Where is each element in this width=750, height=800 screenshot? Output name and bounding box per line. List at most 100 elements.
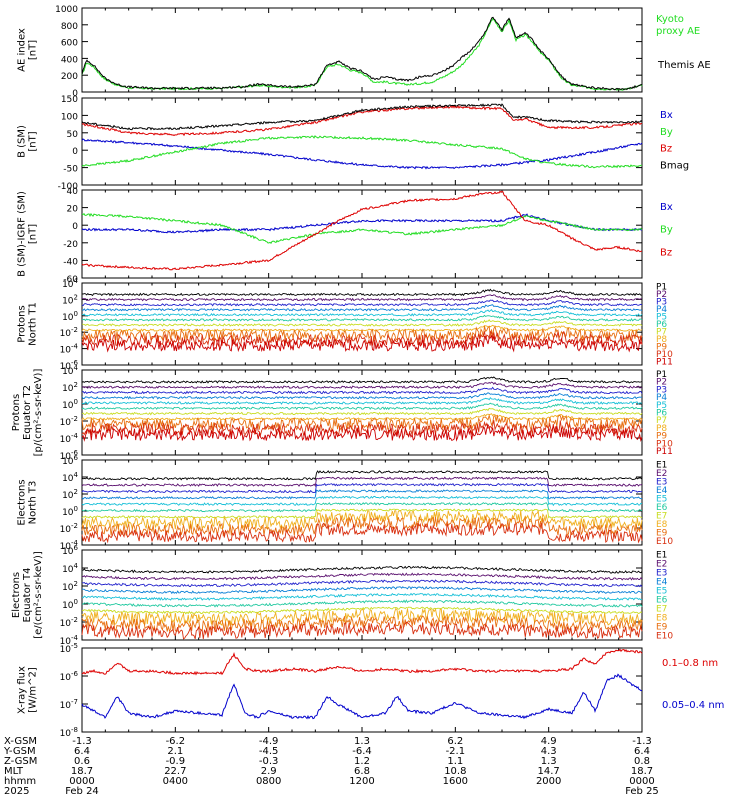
e_eq-legend-e7: E7	[656, 605, 667, 615]
e_north-legend-e2: E2	[656, 469, 667, 479]
p_north-legend-p4: P4	[656, 305, 667, 315]
xray-ytick-label: 10-7	[60, 698, 78, 711]
e_eq-channel-e6	[81, 599, 643, 608]
e_north-channel-e4	[81, 489, 643, 500]
xaxis-row-label: X-GSM	[4, 736, 37, 747]
b_sm-legend-2: Bz	[660, 144, 672, 155]
p_north-legend-p9: P9	[656, 342, 667, 352]
e_north-ytick-label: 100	[62, 505, 78, 518]
b_sm-series-bmag	[81, 103, 643, 131]
e_eq-ytick-label: 10-4	[60, 634, 79, 647]
xaxis-value: 6.4	[634, 746, 650, 757]
p_eq-channel-p3	[81, 386, 643, 395]
e_eq-ytick-label: 10-2	[60, 616, 78, 629]
e_north-channel-e7	[81, 508, 643, 519]
e_north-legend-e5: E5	[656, 494, 667, 504]
e_eq-ytick-label: 100	[62, 598, 78, 611]
e_eq-ytick-label: 102	[62, 580, 78, 593]
xray-legend-1: 0.05–0.4 nm	[662, 700, 724, 711]
p_eq-legend-p2: P2	[656, 378, 667, 388]
p_eq-legend-p8: P8	[656, 424, 667, 434]
xaxis-value: 1.3	[541, 756, 557, 767]
e_north-legend-e3: E3	[656, 477, 667, 487]
e_eq-channel-e9	[81, 615, 643, 634]
p_north-ytick-label: 102	[62, 293, 78, 306]
xaxis-value: 4.3	[541, 746, 557, 757]
db-series-by	[81, 212, 643, 244]
xaxis-row-label: Z-GSM	[4, 756, 37, 767]
xaxis-value: 2.1	[167, 746, 183, 757]
e_eq-channel-e4	[81, 585, 643, 595]
xaxis-value: -4.5	[259, 746, 279, 757]
e_eq-legend-e6: E6	[656, 596, 668, 606]
xray-ylabel: X-ray flux	[17, 666, 28, 714]
e_eq-ylabel: Equator T4	[22, 568, 33, 623]
xray-ytick-label: 10-5	[60, 642, 78, 655]
p_north-channel-p10	[81, 330, 643, 348]
xaxis-value: 6.4	[74, 746, 90, 757]
e_north-channel-e5	[81, 495, 643, 507]
db-legend-1: By	[660, 225, 673, 236]
e_north-legend-e10: E10	[656, 537, 673, 547]
e_eq-legend-e4: E4	[656, 578, 668, 588]
xaxis-value: Feb 24	[65, 786, 99, 797]
p_eq-channel-p11	[81, 423, 643, 443]
e_north-ylabel: North T3	[28, 481, 39, 525]
e_north-ytick-label: 104	[62, 471, 78, 484]
xaxis-value: 1200	[349, 776, 374, 787]
db-ytick-label: 20	[67, 205, 79, 215]
e_north-legend-e4: E4	[656, 486, 668, 496]
xray-series-0-1-0-8-nm	[81, 648, 643, 676]
p_eq-channel-p7	[81, 407, 643, 416]
xray-series-0-05-0-4-nm	[81, 673, 643, 720]
p_eq-legend-p9: P9	[656, 432, 667, 442]
e_north-channel-e8	[81, 509, 643, 531]
p_north-ytick-label: 104	[62, 277, 78, 290]
xaxis-value: 0.8	[634, 756, 650, 767]
e_north-ytick-label: 10-2	[60, 522, 78, 535]
e_eq-channel-e5	[81, 592, 643, 602]
xaxis-value: 1600	[443, 776, 468, 787]
p_eq-ytick-label: 100	[62, 398, 78, 411]
p_north-legend-p3: P3	[656, 298, 667, 308]
p_eq-ytick-label: 102	[62, 381, 78, 394]
p_eq-channel-p2	[81, 381, 643, 389]
e_eq-ytick-label: 106	[62, 544, 78, 557]
xaxis-value: 0800	[256, 776, 281, 787]
e_eq-legend-e8: E8	[656, 614, 668, 624]
p_north-ytick-label: 10-2	[60, 326, 78, 339]
e_eq-legend-e2: E2	[656, 560, 667, 570]
xaxis-value: 22.7	[164, 766, 186, 777]
e_north-channel-e2	[81, 476, 643, 488]
p_north-legend-p5: P5	[656, 313, 667, 323]
p_north-legend-p8: P8	[656, 335, 667, 345]
e_eq-channel-e7	[81, 606, 643, 615]
e_north-legend-e9: E9	[656, 528, 668, 538]
xaxis-value: 10.8	[444, 766, 466, 777]
e_eq-channel-e2	[81, 572, 643, 581]
b_sm-legend-0: Bx	[660, 110, 673, 121]
p_eq-channel-p1	[81, 376, 643, 384]
xaxis-value: 0000	[69, 776, 94, 787]
db-legend-2: Bz	[660, 247, 672, 258]
e_eq-ytick-label: 104	[62, 562, 78, 575]
b_sm-series-bx	[81, 138, 643, 170]
p_eq-channel-p10	[81, 420, 643, 437]
e_north-ytick-label: 10-4	[60, 539, 79, 552]
xaxis-value: -0.3	[259, 756, 279, 767]
xaxis-value: 1.1	[447, 756, 463, 767]
xaxis-value: -0.9	[166, 756, 186, 767]
db-ytick-label: -40	[63, 257, 78, 267]
p_north-channel-p6	[81, 314, 643, 322]
ae-series-themis-ae	[81, 16, 643, 91]
p_north-legend-p2: P2	[656, 290, 667, 300]
ae-ytick-label: 0	[72, 89, 78, 99]
e_north-legend-e1: E1	[656, 460, 667, 470]
p_north-ytick-label: 100	[62, 310, 78, 323]
xray-legend-0: 0.1–0.8 nm	[662, 658, 718, 669]
e_eq-channel-e1	[81, 565, 643, 574]
p_eq-ytick-label: 10-6	[60, 449, 79, 462]
p_eq-ytick-label: 104	[62, 364, 78, 377]
b_sm-series-bz	[81, 104, 643, 137]
xaxis-value: 0000	[629, 776, 654, 787]
